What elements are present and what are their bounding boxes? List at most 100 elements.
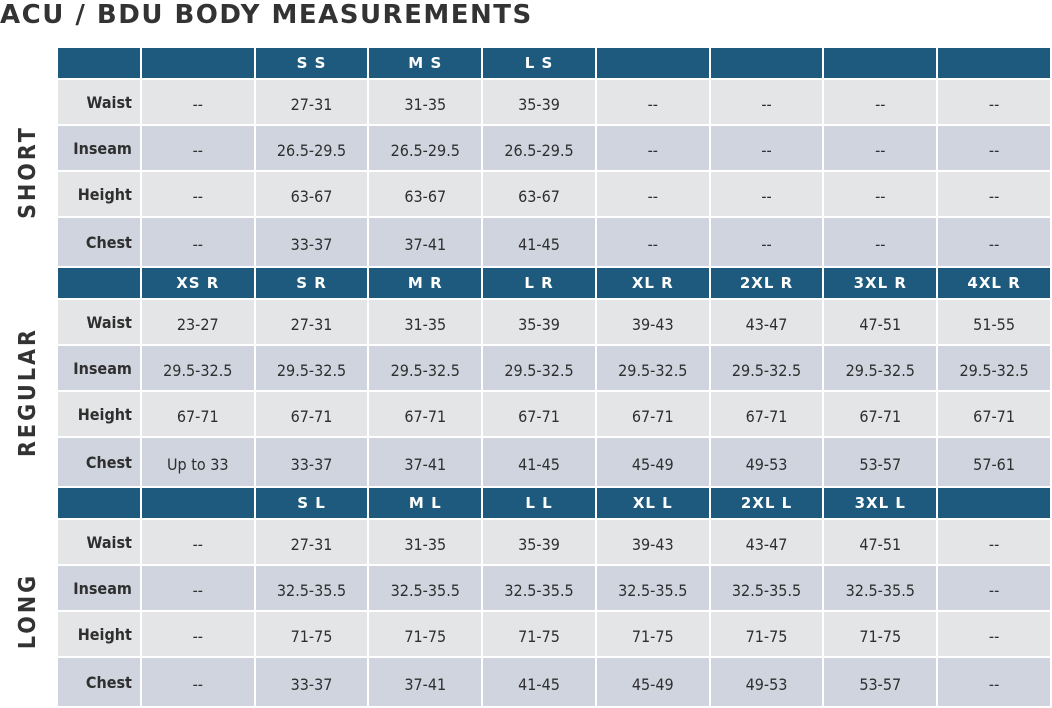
measurement-value: 37-41	[367, 656, 484, 708]
measurement-value: 71-75	[594, 610, 711, 658]
size-header-cell	[822, 46, 939, 80]
measurement-value: 32.5-35.5	[253, 564, 370, 612]
measurement-value: 33-37	[253, 216, 370, 268]
measurement-value: 57-61	[936, 436, 1052, 488]
measurement-value: --	[139, 518, 256, 566]
measurement-value: 29.5-32.5	[139, 344, 256, 392]
measurement-value: 63-67	[253, 170, 370, 218]
measurement-value: 67-71	[139, 390, 256, 438]
measurement-label: Waist	[56, 298, 142, 346]
measurement-value: --	[708, 170, 825, 218]
page-title: ACU / BDU BODY MEASUREMENTS	[0, 0, 533, 30]
size-header-cell: L R	[481, 266, 597, 300]
measurement-value: 47-51	[822, 518, 939, 566]
measurement-value: 67-71	[367, 390, 484, 438]
group-label-text: SHORT	[15, 125, 42, 219]
size-header-cell: M L	[367, 486, 484, 520]
group-label-text: REGULAR	[15, 327, 41, 457]
measurement-value: 37-41	[367, 216, 484, 268]
size-header-cell: S L	[253, 486, 370, 520]
measurement-value: --	[139, 170, 256, 218]
size-header-cell	[936, 46, 1052, 80]
measurement-value: --	[936, 78, 1052, 126]
measurement-row-inseam: Inseam -- 32.5-35.5 32.5-35.5 32.5-35.5 32.5-…	[56, 564, 1052, 612]
group-label-regular: REGULAR	[0, 298, 56, 486]
measurement-label: Inseam	[56, 344, 142, 392]
measurement-value: 31-35	[367, 298, 484, 346]
measurement-value: 32.5-35.5	[708, 564, 825, 612]
measurement-value: --	[594, 216, 711, 268]
measurement-value: 37-41	[367, 436, 484, 488]
measurement-row-waist: Waist -- 27-31 31-35 35-39 -- -- -- --	[56, 78, 1052, 126]
measurement-value: 26.5-29.5	[253, 124, 370, 172]
measurement-value: 49-53	[708, 436, 825, 488]
measurement-label: Chest	[56, 656, 142, 708]
measurement-row-height: Height -- 71-75 71-75 71-75 71-75 71-75 71-75 --	[56, 610, 1052, 658]
measurement-value: --	[822, 216, 939, 268]
measurement-value: --	[139, 656, 256, 708]
size-header-cell: 4XL R	[936, 266, 1052, 300]
measurement-value: 29.5-32.5	[594, 344, 711, 392]
measurement-value: 32.5-35.5	[367, 564, 484, 612]
measurement-value: 32.5-35.5	[481, 564, 597, 612]
measurement-value: 63-67	[481, 170, 597, 218]
measurement-value: --	[936, 518, 1052, 566]
size-header-cell	[708, 46, 825, 80]
measurement-label: Height	[56, 390, 142, 438]
measurement-value: 67-71	[822, 390, 939, 438]
size-header-cell: S R	[253, 266, 370, 300]
measurement-value: --	[936, 216, 1052, 268]
size-header-cell: M S	[367, 46, 484, 80]
measurement-value: --	[822, 170, 939, 218]
measurement-row-chest: Chest -- 33-37 37-41 41-45 -- -- -- --	[56, 216, 1052, 268]
measurement-value: 67-71	[253, 390, 370, 438]
measurement-label: Waist	[56, 518, 142, 566]
measurement-label: Inseam	[56, 564, 142, 612]
measurement-value: 29.5-32.5	[708, 344, 825, 392]
measurement-value: 29.5-32.5	[936, 344, 1052, 392]
measurement-value: 41-45	[481, 216, 597, 268]
measurement-value: --	[139, 564, 256, 612]
measurement-value: 71-75	[253, 610, 370, 658]
measurement-row-chest: Chest -- 33-37 37-41 41-45 45-49 49-53 53-57 --	[56, 656, 1052, 708]
size-header-cell: XL R	[594, 266, 711, 300]
measurement-value: --	[594, 170, 711, 218]
measurement-value: --	[822, 124, 939, 172]
measurement-value: 67-71	[594, 390, 711, 438]
measurement-value: --	[708, 124, 825, 172]
size-header-cell: M R	[367, 266, 484, 300]
size-header-cell	[936, 486, 1052, 520]
measurement-value: 43-47	[708, 518, 825, 566]
size-header-cell: 2XL L	[708, 486, 825, 520]
measurement-value: --	[936, 170, 1052, 218]
measurement-row-waist: Waist 23-27 27-31 31-35 35-39 39-43 43-47 47-51…	[56, 298, 1052, 346]
measurement-row-waist: Waist -- 27-31 31-35 35-39 39-43 43-47 47-51 --	[56, 518, 1052, 566]
measurement-value: 31-35	[367, 78, 484, 126]
measurement-value: 27-31	[253, 518, 370, 566]
size-header-cell: XL L	[594, 486, 711, 520]
measurement-label: Inseam	[56, 124, 142, 172]
measurement-value: --	[822, 78, 939, 126]
measurement-value: 35-39	[481, 298, 597, 346]
measurement-label: Waist	[56, 78, 142, 126]
measurement-value: --	[139, 216, 256, 268]
measurement-row-inseam: Inseam 29.5-32.5 29.5-32.5 29.5-32.5 29.5-32…	[56, 344, 1052, 392]
measurement-value: --	[139, 610, 256, 658]
measurement-row-height: Height 67-71 67-71 67-71 67-71 67-71 67-71 67-7…	[56, 390, 1052, 438]
measurement-value: 41-45	[481, 656, 597, 708]
measurement-value: 71-75	[481, 610, 597, 658]
measurement-value: 45-49	[594, 656, 711, 708]
size-header-cell	[139, 486, 256, 520]
measurement-value: 67-71	[708, 390, 825, 438]
measurement-value: 39-43	[594, 298, 711, 346]
group-label-text: LONG	[15, 572, 41, 650]
measurement-label: Chest	[56, 436, 142, 488]
measurement-value: --	[594, 124, 711, 172]
measurement-value: 43-47	[708, 298, 825, 346]
measurement-value: 51-55	[936, 298, 1052, 346]
measurement-value: 33-37	[253, 656, 370, 708]
measurement-value: --	[594, 78, 711, 126]
measurement-row-chest: Chest Up to 33 33-37 37-41 41-45 45-49 49-53 53…	[56, 436, 1052, 488]
